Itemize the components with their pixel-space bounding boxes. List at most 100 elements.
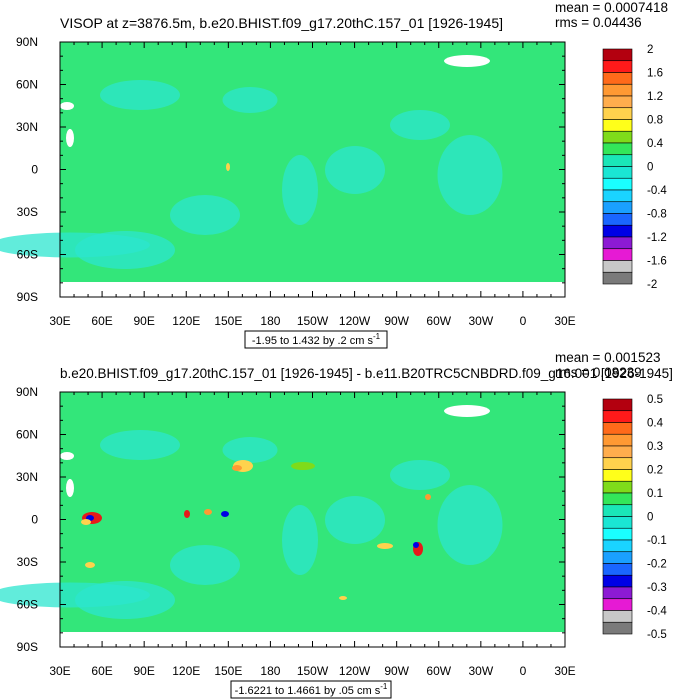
colorbar-label: -1.6 bbox=[647, 256, 667, 268]
range-label-box bbox=[230, 680, 392, 699]
x-tick-label: 90E bbox=[133, 314, 154, 328]
field-patch bbox=[437, 135, 503, 215]
x-tick-label: 150E bbox=[214, 314, 242, 328]
x-tick-label: 30E bbox=[554, 664, 575, 678]
anomaly-spot bbox=[377, 543, 393, 549]
colorbar-swatch bbox=[602, 260, 633, 273]
y-tick-label: 60S bbox=[17, 248, 38, 262]
y-tick-label: 30N bbox=[16, 120, 38, 134]
anomaly-spot bbox=[81, 519, 91, 525]
colorbar-label: 0.4 bbox=[647, 138, 664, 150]
colorbar-swatch bbox=[602, 410, 633, 423]
colorbar-swatch bbox=[602, 422, 633, 435]
colorbar-swatch bbox=[602, 177, 633, 191]
x-tick-label: 30E bbox=[554, 314, 575, 328]
colorbar-swatch bbox=[602, 457, 633, 470]
y-tick-label: 90S bbox=[17, 640, 38, 654]
y-tick-label: 90N bbox=[16, 385, 38, 399]
land-mask bbox=[444, 55, 490, 67]
x-tick-label: 120E bbox=[172, 664, 200, 678]
field-patch bbox=[282, 505, 318, 575]
colorbar-label: 0 bbox=[647, 512, 653, 524]
field-patch bbox=[437, 485, 503, 565]
anomaly-spot bbox=[339, 596, 347, 600]
colorbar-swatch bbox=[602, 621, 633, 635]
x-tick-label: 180 bbox=[260, 314, 280, 328]
field-patch bbox=[100, 430, 180, 460]
colorbar-label: -2 bbox=[647, 279, 657, 291]
colorbar-label: 0.2 bbox=[647, 465, 663, 477]
anomaly-spot bbox=[425, 494, 431, 500]
colorbar-label: -0.8 bbox=[647, 209, 667, 221]
colorbar-label: 0.3 bbox=[647, 441, 663, 453]
chart-panel-1: VISOP at z=3876.5m, b.e20.BHIST.f09_g17.… bbox=[0, 0, 668, 349]
y-tick-label: 30N bbox=[16, 470, 38, 484]
x-tick-label: 30E bbox=[49, 664, 70, 678]
field-patch bbox=[282, 155, 318, 225]
x-tick-label: 0 bbox=[520, 314, 527, 328]
colorbar-label: 0.5 bbox=[647, 394, 663, 406]
colorbar-label: -0.5 bbox=[647, 629, 667, 641]
colorbar-label: 0.1 bbox=[647, 488, 663, 500]
field-patch bbox=[222, 437, 278, 463]
field-patch bbox=[390, 110, 450, 140]
anomaly-spot bbox=[226, 163, 230, 171]
colorbar-swatch bbox=[602, 142, 633, 156]
anomaly-spot bbox=[413, 542, 419, 548]
stat-mean: mean = 0.001523 bbox=[555, 350, 660, 365]
x-tick-label: 180 bbox=[260, 664, 280, 678]
colorbar-swatch bbox=[602, 271, 633, 285]
x-tick-label: 90W bbox=[384, 664, 409, 678]
range-label: -1.6221 to 1.4661 by .05 cm s-1 bbox=[230, 680, 392, 699]
y-tick-label: 0 bbox=[31, 513, 38, 527]
x-tick-label: 120W bbox=[339, 664, 371, 678]
field-patch bbox=[325, 146, 385, 194]
x-tick-label: 60E bbox=[91, 314, 112, 328]
colorbar-swatch bbox=[602, 48, 633, 62]
x-tick-label: 60W bbox=[426, 314, 451, 328]
x-tick-label: 0 bbox=[520, 664, 527, 678]
stat-mean: mean = 0.0007418 bbox=[555, 0, 668, 15]
field-patch bbox=[325, 496, 385, 544]
colorbar-swatch bbox=[602, 586, 633, 600]
colorbar-swatch bbox=[602, 166, 633, 179]
field-patch bbox=[100, 80, 180, 110]
x-tick-label: 120E bbox=[172, 314, 200, 328]
colorbar-swatch bbox=[602, 213, 633, 226]
colorbar-swatch bbox=[602, 224, 633, 238]
x-tick-label: 30E bbox=[49, 314, 70, 328]
colorbar-swatch bbox=[602, 154, 633, 167]
anomaly-spot bbox=[85, 562, 95, 568]
y-tick-label: 60S bbox=[17, 598, 38, 612]
anomaly-spot bbox=[291, 462, 315, 470]
anomaly-spot bbox=[221, 511, 229, 517]
range-label: -1.95 to 1.432 by .2 cm s-1 bbox=[244, 330, 388, 349]
colorbar-swatch bbox=[602, 107, 633, 120]
y-tick-label: 60N bbox=[16, 428, 38, 442]
x-tick-label: 30W bbox=[468, 314, 493, 328]
x-tick-label: 150E bbox=[214, 664, 242, 678]
colorbar-swatch bbox=[602, 516, 633, 529]
anomaly-spot bbox=[232, 465, 242, 471]
y-tick-label: 60N bbox=[16, 78, 38, 92]
colorbar: 2 1.6 1.2 0.8 0.4 0 -0.4 -0.8 -1.2 -1.6 -2 bbox=[602, 44, 667, 291]
x-tick-label: 90E bbox=[133, 664, 154, 678]
stat-rms: rms = 0.08239 bbox=[555, 365, 642, 380]
anomaly-spot bbox=[184, 510, 190, 518]
colorbar-swatch bbox=[602, 119, 633, 132]
x-tick-label: 150W bbox=[297, 664, 329, 678]
colorbar-swatch bbox=[602, 574, 633, 588]
colorbar-label: -0.4 bbox=[647, 185, 667, 197]
colorbar-label: 0.4 bbox=[647, 418, 664, 430]
range-label-text: -1.95 to 1.432 by .2 cm s-1 bbox=[252, 332, 381, 347]
colorbar-swatch bbox=[602, 610, 633, 623]
field-patch bbox=[170, 545, 240, 585]
chart-title: VISOP at z=3876.5m, b.e20.BHIST.f09_g17.… bbox=[60, 15, 503, 31]
colorbar-swatch bbox=[602, 563, 633, 576]
colorbar-swatch bbox=[602, 527, 633, 541]
colorbar-swatch bbox=[602, 130, 633, 144]
colorbar-label: -0.4 bbox=[647, 606, 667, 618]
field-patch bbox=[0, 582, 150, 608]
colorbar-swatch bbox=[602, 504, 633, 517]
